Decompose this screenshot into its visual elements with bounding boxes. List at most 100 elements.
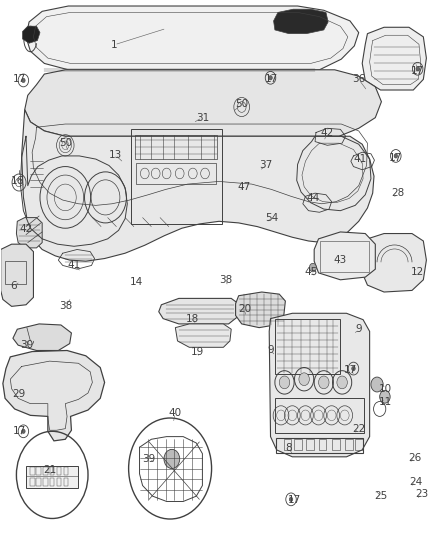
Circle shape	[352, 367, 355, 370]
Circle shape	[416, 67, 420, 71]
Text: 6: 6	[11, 281, 17, 291]
Bar	[57, 467, 61, 475]
Circle shape	[21, 78, 25, 83]
Text: 1: 1	[111, 40, 117, 50]
Text: 14: 14	[129, 278, 143, 287]
Bar	[49, 467, 54, 475]
Circle shape	[299, 373, 309, 385]
Polygon shape	[269, 313, 370, 457]
Circle shape	[269, 76, 272, 80]
Text: 9: 9	[355, 324, 362, 334]
Bar	[64, 467, 68, 475]
Text: 50: 50	[59, 138, 72, 148]
Text: 8: 8	[286, 443, 292, 453]
Circle shape	[309, 263, 316, 272]
Text: 43: 43	[334, 255, 347, 265]
Bar	[36, 478, 41, 486]
Text: 44: 44	[306, 193, 319, 204]
Text: 47: 47	[238, 182, 251, 192]
Polygon shape	[16, 217, 42, 248]
Text: 10: 10	[379, 384, 392, 394]
Bar	[275, 319, 339, 374]
Bar	[131, 130, 222, 224]
Bar	[284, 439, 291, 450]
Bar	[276, 438, 363, 453]
Bar	[30, 478, 35, 486]
Polygon shape	[22, 26, 40, 43]
Polygon shape	[362, 233, 426, 292]
Polygon shape	[175, 324, 231, 348]
Text: 9: 9	[267, 345, 274, 356]
Text: 21: 21	[43, 465, 56, 475]
Bar	[136, 163, 215, 184]
Text: 29: 29	[12, 389, 26, 399]
Circle shape	[164, 449, 180, 469]
Polygon shape	[159, 298, 240, 324]
Bar	[345, 439, 353, 450]
Text: 17: 17	[343, 365, 357, 375]
Text: 41: 41	[67, 261, 81, 270]
Text: 24: 24	[409, 477, 422, 487]
Bar	[135, 135, 217, 159]
Circle shape	[279, 376, 290, 389]
Polygon shape	[314, 232, 375, 280]
Bar	[36, 467, 41, 475]
Polygon shape	[274, 9, 328, 34]
Text: 50: 50	[235, 99, 248, 109]
Polygon shape	[1, 244, 33, 306]
Text: 40: 40	[169, 408, 182, 418]
Text: 26: 26	[408, 453, 421, 463]
Text: 17: 17	[389, 152, 403, 163]
Bar	[294, 439, 302, 450]
Text: 12: 12	[411, 267, 424, 277]
Text: 17: 17	[12, 74, 26, 84]
Text: 38: 38	[59, 301, 72, 311]
Text: 28: 28	[392, 188, 405, 198]
Text: 18: 18	[186, 313, 199, 324]
Bar	[30, 467, 35, 475]
Text: 16: 16	[11, 176, 24, 187]
Circle shape	[337, 376, 347, 389]
Bar	[275, 398, 364, 433]
Text: 36: 36	[352, 75, 365, 84]
Bar	[5, 261, 26, 284]
Polygon shape	[26, 6, 359, 70]
Polygon shape	[25, 70, 381, 136]
Text: 42: 42	[19, 224, 33, 235]
Text: 25: 25	[374, 491, 387, 501]
Bar	[57, 478, 61, 486]
Text: 31: 31	[196, 112, 209, 123]
Text: 17: 17	[265, 75, 278, 84]
Polygon shape	[13, 324, 71, 351]
Text: 23: 23	[415, 489, 429, 499]
Polygon shape	[362, 27, 426, 90]
Text: 20: 20	[238, 304, 251, 314]
Bar	[306, 439, 314, 450]
Bar	[43, 467, 48, 475]
Bar	[43, 478, 48, 486]
Text: 22: 22	[352, 424, 365, 434]
Circle shape	[289, 497, 293, 502]
Bar	[49, 478, 54, 486]
Polygon shape	[21, 110, 374, 261]
Polygon shape	[3, 351, 105, 441]
Polygon shape	[236, 292, 286, 328]
Text: 17: 17	[12, 426, 26, 437]
Bar	[332, 439, 339, 450]
Circle shape	[371, 377, 383, 392]
Bar	[26, 466, 78, 488]
Text: 38: 38	[219, 275, 233, 285]
Bar	[320, 241, 369, 272]
Bar	[355, 439, 363, 450]
Bar	[318, 439, 326, 450]
Text: 54: 54	[265, 213, 278, 223]
Text: 13: 13	[109, 150, 122, 160]
Text: 19: 19	[191, 346, 204, 357]
Text: 37: 37	[260, 160, 273, 171]
Text: 42: 42	[321, 127, 334, 138]
Text: 41: 41	[353, 154, 366, 164]
Text: 11: 11	[379, 397, 392, 407]
Text: 45: 45	[304, 267, 317, 277]
Text: 17: 17	[287, 495, 301, 505]
Circle shape	[394, 154, 398, 158]
